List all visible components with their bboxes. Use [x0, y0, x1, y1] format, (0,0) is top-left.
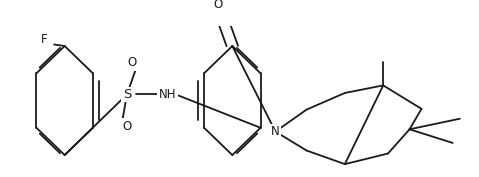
Text: O: O: [127, 56, 137, 69]
Text: O: O: [213, 0, 223, 11]
Text: NH: NH: [159, 88, 176, 101]
Text: S: S: [123, 88, 131, 101]
Text: N: N: [271, 125, 280, 138]
Text: O: O: [122, 120, 132, 133]
Text: F: F: [41, 33, 48, 47]
